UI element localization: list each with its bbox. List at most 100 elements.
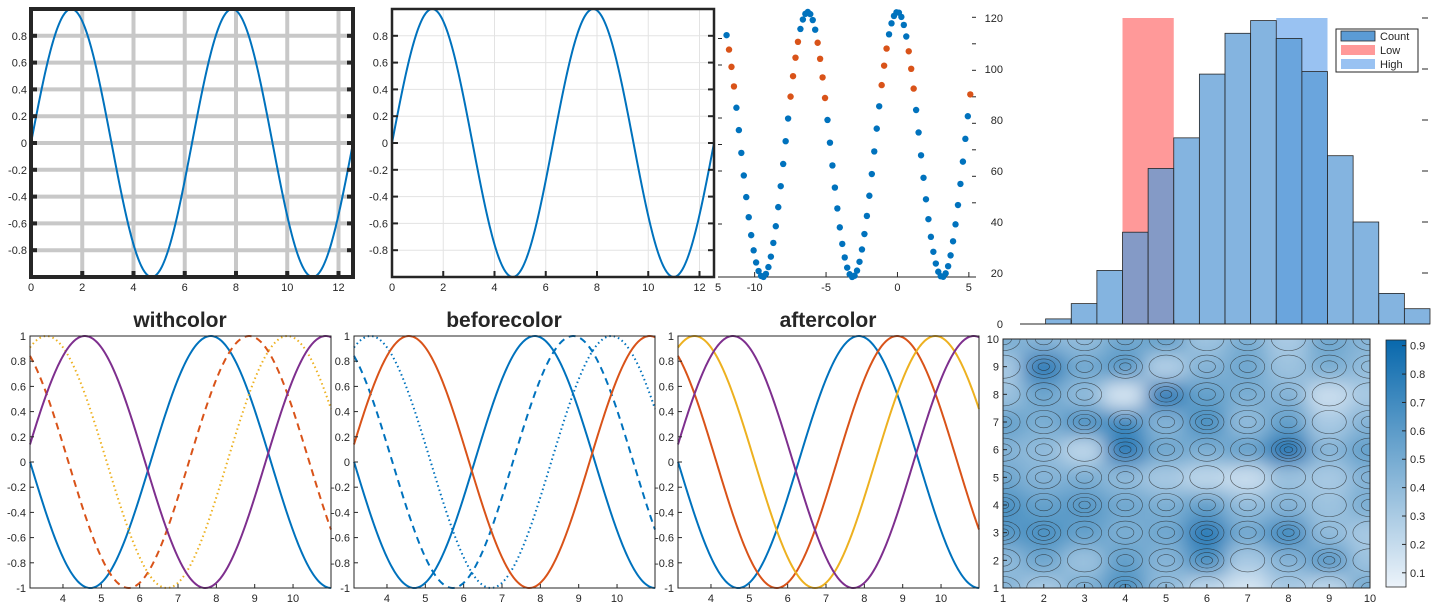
contour-cell	[1185, 351, 1229, 382]
contour-line	[1078, 417, 1091, 427]
scatter-point	[959, 158, 967, 165]
y-tick-label: -0.2	[7, 482, 26, 494]
scatter-point	[738, 149, 745, 157]
scatter-point	[770, 239, 777, 247]
scatter-point	[843, 264, 851, 271]
contour-cell	[1226, 545, 1270, 576]
contour-cell	[1103, 573, 1147, 588]
scatter-point	[750, 247, 757, 254]
x-tick-label: 8	[213, 593, 219, 605]
contour-line	[1116, 471, 1135, 484]
contour-cell	[1185, 434, 1229, 465]
contour-line	[1026, 493, 1062, 517]
contour-cell	[1348, 434, 1370, 465]
y-tick-label: -0.6	[8, 218, 27, 230]
scatter-point	[723, 31, 730, 39]
y-tick-label: -0.6	[369, 218, 388, 230]
contour-cell	[1144, 545, 1188, 576]
contour-line	[1119, 362, 1132, 371]
contour-line	[1119, 417, 1132, 427]
series-line-0	[29, 334, 332, 590]
contour-line	[1160, 390, 1173, 399]
contour-line	[1078, 500, 1091, 510]
scatter-point	[871, 148, 878, 155]
contour-cell	[1226, 434, 1270, 465]
x-tick-label: 7	[175, 593, 181, 605]
scatter-point	[949, 238, 957, 245]
contour-cell	[1022, 407, 1066, 437]
scatter-point	[821, 94, 829, 102]
y-tick-label: -1	[340, 583, 350, 595]
y-tick-label: -1	[16, 583, 26, 595]
scatter-point	[900, 21, 908, 29]
scatter-point	[863, 212, 871, 220]
contour-line	[1282, 528, 1295, 537]
scatter-point	[888, 20, 895, 27]
contour-line	[1198, 360, 1216, 373]
contour-line	[1034, 471, 1053, 484]
contour-line	[1148, 548, 1184, 573]
series-line-1	[353, 335, 656, 590]
colorbar-tick-label: 0.2	[1410, 539, 1425, 551]
sine-series-line	[30, 8, 354, 278]
contour-line	[1189, 493, 1225, 517]
y-tick-label: 120	[985, 13, 1003, 25]
contour-cell	[1144, 462, 1188, 493]
y-tick-label: -1	[664, 583, 674, 595]
contour-line	[1026, 576, 1062, 588]
contour-cell	[1144, 490, 1188, 520]
scatter-point	[809, 16, 816, 24]
contour-line	[1238, 526, 1257, 539]
contour-line	[1230, 465, 1266, 490]
y-tick-label: -0.8	[369, 245, 388, 257]
contour-line	[1271, 410, 1306, 434]
y-tick-label: 0.8	[373, 31, 388, 43]
contour-line	[1311, 493, 1347, 517]
contour-cell	[1063, 517, 1106, 548]
x-tick-label: 10	[281, 282, 293, 294]
y-tick-label: 0	[668, 457, 674, 469]
y-tick-label: 0.6	[11, 381, 26, 393]
contour-line	[1034, 388, 1053, 401]
contour-line	[1075, 581, 1094, 588]
colorbar-tick-label: 0.1	[1410, 568, 1425, 580]
scatter-point	[912, 106, 920, 114]
y-tick-label: 4	[993, 500, 999, 512]
scatter-point	[725, 46, 733, 53]
histogram-bar	[1147, 168, 1175, 325]
y-tick-label: 0.8	[11, 356, 26, 368]
y-tick-label: -0.4	[8, 192, 27, 204]
y-tick-label: 80	[991, 115, 1003, 127]
contour-line	[1157, 581, 1175, 588]
scatter-point	[807, 10, 814, 18]
contour-line	[1107, 354, 1143, 379]
colorbar-tick-label: 0.3	[1410, 511, 1425, 523]
y-tick-label: -0.4	[331, 507, 350, 519]
contour-line	[1148, 493, 1184, 517]
histogram-bar	[1173, 137, 1200, 325]
y-tick-label: -0.2	[655, 482, 674, 494]
contour-line	[1107, 410, 1143, 434]
legend-swatch-low	[1341, 45, 1375, 55]
legend-swatch-high	[1341, 59, 1375, 69]
scatter-point	[885, 31, 893, 38]
x-tick-label: 10	[1364, 593, 1376, 605]
histogram-plot: 0 20 40 60 80 100 120	[985, 13, 1431, 331]
contour-line	[1148, 520, 1184, 545]
contour-cell	[1267, 379, 1310, 410]
contour-line	[1148, 437, 1184, 462]
contour-line	[1072, 496, 1097, 514]
contour-cell	[1185, 490, 1229, 520]
contour-cell	[1022, 462, 1066, 493]
scatter-point	[745, 213, 752, 221]
contour-line	[1067, 465, 1102, 490]
contour-cell	[1003, 490, 1025, 520]
contour-line	[1148, 382, 1184, 407]
contour-cell	[1063, 434, 1106, 465]
contour-line	[1276, 524, 1301, 541]
contour-line	[1148, 465, 1184, 490]
contour-cell	[1226, 573, 1270, 588]
y-tick-label: 1	[20, 331, 26, 343]
contour-cell	[1022, 517, 1066, 548]
x-tick-label: 9	[576, 593, 582, 605]
